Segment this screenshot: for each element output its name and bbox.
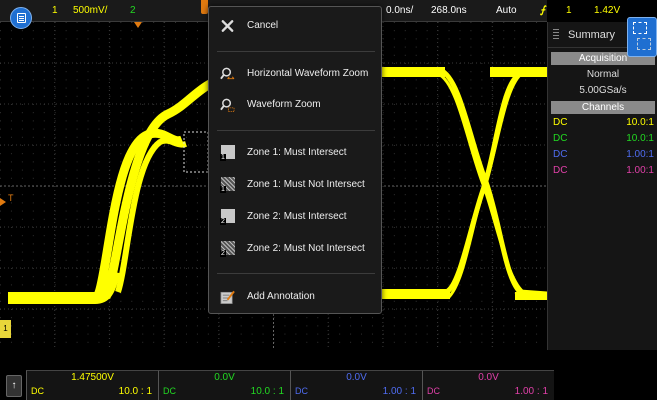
timebase-scale[interactable]: 0.0ns/ bbox=[386, 5, 414, 16]
expand-arrow-button[interactable]: ↑ bbox=[6, 375, 22, 397]
menu-label: Zone 2: Must Intersect bbox=[247, 211, 347, 222]
ch1-coupling: DC bbox=[31, 386, 44, 396]
ch3-probe-ratio: 1.00 : 1 bbox=[382, 386, 416, 397]
trigger-level[interactable]: 1.42V bbox=[594, 5, 621, 16]
menu-add-annotation[interactable]: Add Annotation bbox=[209, 284, 381, 310]
menu-divider bbox=[217, 273, 375, 274]
ch1-ground-marker[interactable]: 1 bbox=[0, 320, 11, 338]
channel-row-2: DC 10.0:1 bbox=[553, 133, 654, 145]
acquisition-mode: Normal bbox=[586, 69, 620, 80]
ch1-scale[interactable]: 500mV/ bbox=[73, 5, 108, 16]
menu-horizontal-waveform-zoom[interactable]: Horizontal Waveform Zoom bbox=[209, 61, 381, 87]
sample-rate: 5.00GSa/s bbox=[579, 85, 627, 96]
menu-label: Zone 2: Must Not Intersect bbox=[247, 243, 365, 254]
zone-badge: 1 bbox=[220, 154, 226, 161]
menu-label: Waveform Zoom bbox=[247, 99, 321, 110]
close-icon bbox=[221, 20, 234, 32]
main-menu-button[interactable] bbox=[10, 7, 32, 29]
zone-badge: 2 bbox=[220, 250, 226, 257]
menu-divider bbox=[217, 51, 375, 52]
drag-grip-icon[interactable] bbox=[553, 29, 559, 39]
menu-label: Add Annotation bbox=[247, 291, 315, 302]
summary-panel: Summary Acquisition Normal 5.00GSa/s Cha… bbox=[547, 22, 657, 350]
channel-bar: ↑ 1.47500V DC 10.0 : 1 0.0V DC 10.0 : 1 … bbox=[0, 350, 657, 400]
menu-label: Horizontal Waveform Zoom bbox=[247, 68, 369, 79]
channel-coupling: DC bbox=[553, 117, 568, 128]
zone-shape-icon bbox=[637, 38, 651, 50]
annotation-icon bbox=[220, 290, 235, 304]
trigger-mode[interactable]: Auto bbox=[496, 5, 517, 16]
channel-probe-ratio: 1.00:1 bbox=[626, 149, 654, 160]
ch1-eye-waveform bbox=[8, 67, 547, 304]
channel-probe-ratio: 1.00:1 bbox=[626, 165, 654, 176]
channel-coupling: DC bbox=[553, 133, 568, 144]
ch4-settings-box[interactable]: 0.0V DC 1.00 : 1 bbox=[422, 370, 554, 400]
channel-probe-ratio: 10.0:1 bbox=[626, 133, 654, 144]
ch3-coupling: DC bbox=[295, 386, 308, 396]
ch1-offset: 1.47500V bbox=[71, 372, 114, 383]
menu-label: Cancel bbox=[247, 20, 279, 31]
zone-badge: 1 bbox=[220, 186, 226, 193]
horizontal-delay[interactable]: 268.0ns bbox=[431, 5, 467, 16]
channel-row-4: DC 1.00:1 bbox=[553, 165, 654, 177]
ch2-probe-ratio: 10.0 : 1 bbox=[250, 386, 284, 397]
zone-touch-button[interactable] bbox=[627, 17, 657, 57]
trigger-edge-icon: ⨍ bbox=[540, 5, 546, 16]
channel-probe-ratio: 10.0:1 bbox=[626, 117, 654, 128]
menu-zone1-must-intersect[interactable]: 1 Zone 1: Must Intersect bbox=[209, 140, 381, 166]
menu-zone1-must-not-intersect[interactable]: 1 Zone 1: Must Not Intersect bbox=[209, 172, 381, 198]
ch4-probe-ratio: 1.00 : 1 bbox=[514, 386, 548, 397]
menu-waveform-zoom[interactable]: Waveform Zoom bbox=[209, 92, 381, 118]
horizontal-position-tab[interactable] bbox=[201, 0, 208, 14]
trigger-source[interactable]: 1 bbox=[566, 5, 572, 16]
menu-label: Zone 1: Must Not Intersect bbox=[247, 179, 365, 190]
menu-zone2-must-intersect[interactable]: 2 Zone 2: Must Intersect bbox=[209, 204, 381, 230]
trigger-level-label: T bbox=[8, 193, 14, 203]
ch2-coupling: DC bbox=[163, 386, 176, 396]
waveform-context-menu: Cancel Horizontal Waveform Zoom Waveform… bbox=[208, 6, 382, 314]
summary-title: Summary bbox=[568, 29, 616, 41]
menu-divider bbox=[217, 130, 375, 131]
ch1-settings-box[interactable]: 1.47500V DC 10.0 : 1 bbox=[26, 370, 158, 400]
channel-coupling: DC bbox=[553, 149, 568, 160]
ch1-number[interactable]: 1 bbox=[52, 5, 58, 16]
zone-badge: 2 bbox=[220, 218, 226, 225]
channels-header: Channels bbox=[551, 101, 655, 114]
ch2-settings-box[interactable]: 0.0V DC 10.0 : 1 bbox=[158, 370, 290, 400]
zone-select-icon bbox=[633, 22, 647, 34]
channel-row-1: DC 10.0:1 bbox=[553, 117, 654, 129]
channel-coupling: DC bbox=[553, 165, 568, 176]
ch4-offset: 0.0V bbox=[478, 372, 499, 383]
ch4-coupling: DC bbox=[427, 386, 440, 396]
ch2-offset: 0.0V bbox=[214, 372, 235, 383]
menu-cancel[interactable]: Cancel bbox=[209, 13, 381, 39]
trigger-level-marker[interactable] bbox=[0, 198, 6, 206]
summary-header[interactable]: Summary bbox=[548, 22, 657, 48]
channel-row-3: DC 1.00:1 bbox=[553, 149, 654, 161]
ch2-number[interactable]: 2 bbox=[130, 5, 136, 16]
menu-label: Zone 1: Must Intersect bbox=[247, 147, 347, 158]
ch3-offset: 0.0V bbox=[346, 372, 367, 383]
horizontal-zoom-icon bbox=[220, 67, 235, 80]
ch3-settings-box[interactable]: 0.0V DC 1.00 : 1 bbox=[290, 370, 422, 400]
ch1-probe-ratio: 10.0 : 1 bbox=[118, 386, 152, 397]
menu-zone2-must-not-intersect[interactable]: 2 Zone 2: Must Not Intersect bbox=[209, 236, 381, 262]
waveform-zoom-icon bbox=[220, 98, 235, 113]
menu-icon bbox=[16, 13, 26, 23]
